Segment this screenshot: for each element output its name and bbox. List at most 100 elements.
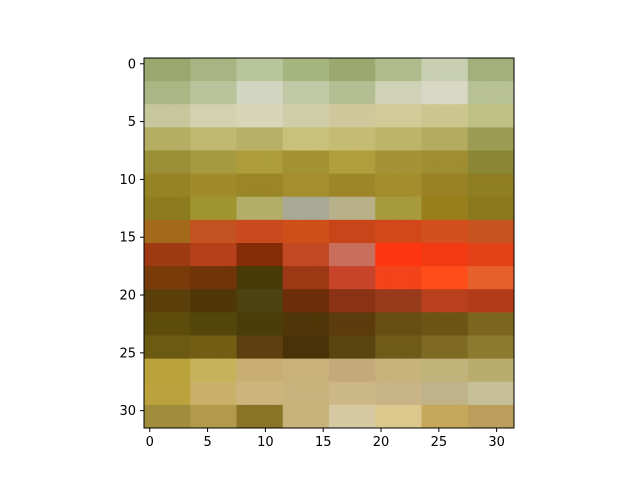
x-tick-label: 10 xyxy=(257,435,274,450)
heatmap-cell xyxy=(201,335,214,348)
heatmap-cell xyxy=(236,381,249,394)
heatmap-cell xyxy=(282,231,295,244)
heatmap-cell xyxy=(386,323,399,336)
heatmap-cell xyxy=(340,69,353,82)
heatmap-cell xyxy=(375,277,388,290)
heatmap-cell xyxy=(363,381,376,394)
heatmap-cell xyxy=(467,323,480,336)
heatmap-cell xyxy=(178,243,191,256)
heatmap-cell xyxy=(329,277,342,290)
heatmap-cell xyxy=(409,323,422,336)
heatmap-cell xyxy=(248,254,261,267)
heatmap-cell xyxy=(433,335,446,348)
heatmap-cell xyxy=(201,196,214,209)
heatmap-cell xyxy=(444,69,457,82)
heatmap-cell xyxy=(502,104,515,117)
heatmap-cell xyxy=(271,81,284,94)
heatmap-cell xyxy=(167,358,180,371)
heatmap-cell xyxy=(421,266,434,279)
heatmap-cell xyxy=(363,393,376,406)
heatmap-cell xyxy=(386,150,399,163)
heatmap-cell xyxy=(329,381,342,394)
heatmap-cell xyxy=(433,254,446,267)
heatmap-cell xyxy=(317,312,330,325)
heatmap-cell xyxy=(155,231,168,244)
heatmap-cell xyxy=(190,335,203,348)
heatmap-cell xyxy=(444,300,457,313)
heatmap-cell xyxy=(502,92,515,105)
heatmap-cell xyxy=(224,92,237,105)
heatmap-cell xyxy=(386,81,399,94)
heatmap-cell xyxy=(363,312,376,325)
heatmap-cell xyxy=(456,231,469,244)
heatmap-cell xyxy=(433,219,446,232)
heatmap-cell xyxy=(178,173,191,186)
heatmap-cell xyxy=(352,173,365,186)
heatmap-cell xyxy=(178,358,191,371)
heatmap-cell xyxy=(502,312,515,325)
heatmap-cell xyxy=(386,243,399,256)
y-tick-label: 30 xyxy=(119,404,136,419)
heatmap-cell xyxy=(490,381,503,394)
y-tick-label: 25 xyxy=(119,346,136,361)
heatmap-cell xyxy=(467,300,480,313)
heatmap-cell xyxy=(305,104,318,117)
heatmap-cell xyxy=(155,127,168,140)
heatmap-cell xyxy=(155,185,168,198)
heatmap-cell xyxy=(294,370,307,383)
heatmap-cell xyxy=(294,219,307,232)
heatmap-cell xyxy=(190,173,203,186)
heatmap-cell xyxy=(190,127,203,140)
heatmap-cell xyxy=(363,115,376,128)
heatmap-cell xyxy=(490,231,503,244)
heatmap-cell xyxy=(363,162,376,175)
heatmap-cell xyxy=(271,277,284,290)
heatmap-cell xyxy=(305,300,318,313)
heatmap-cell xyxy=(467,115,480,128)
heatmap-cell xyxy=(294,185,307,198)
heatmap-cell xyxy=(259,323,272,336)
heatmap-cell xyxy=(248,300,261,313)
heatmap-cell xyxy=(398,58,411,71)
heatmap-cell xyxy=(259,416,272,429)
heatmap-cell xyxy=(144,150,157,163)
heatmap-cell xyxy=(294,81,307,94)
heatmap-cell xyxy=(409,58,422,71)
heatmap-cell xyxy=(201,115,214,128)
heatmap-cell xyxy=(317,196,330,209)
heatmap-cell xyxy=(409,219,422,232)
heatmap-cell xyxy=(282,254,295,267)
heatmap-cell xyxy=(329,358,342,371)
heatmap-cell xyxy=(155,243,168,256)
heatmap-cell xyxy=(294,162,307,175)
heatmap-cell xyxy=(213,404,226,417)
heatmap-cell xyxy=(317,358,330,371)
heatmap-cell xyxy=(224,289,237,302)
heatmap-cell xyxy=(456,196,469,209)
heatmap-cell xyxy=(201,92,214,105)
heatmap-cell xyxy=(352,196,365,209)
heatmap-cell xyxy=(329,115,342,128)
heatmap-cell xyxy=(398,231,411,244)
heatmap-cell xyxy=(479,358,492,371)
heatmap-cell xyxy=(167,277,180,290)
heatmap-cell xyxy=(190,370,203,383)
heatmap-cell xyxy=(282,416,295,429)
heatmap-cell xyxy=(144,300,157,313)
x-axis-ticks: 0 5 10 15 20 25 30 xyxy=(146,428,505,450)
heatmap-cell xyxy=(213,300,226,313)
heatmap-cell xyxy=(352,335,365,348)
heatmap-cell xyxy=(144,266,157,279)
heatmap-cell xyxy=(271,266,284,279)
heatmap-cell xyxy=(340,115,353,128)
heatmap-cell xyxy=(398,219,411,232)
heatmap-cell xyxy=(294,277,307,290)
heatmap-cell xyxy=(213,266,226,279)
heatmap-cell xyxy=(201,277,214,290)
heatmap-cell xyxy=(467,69,480,82)
heatmap-cell xyxy=(294,254,307,267)
heatmap-cell xyxy=(456,92,469,105)
heatmap-cell xyxy=(236,300,249,313)
heatmap-cell xyxy=(467,231,480,244)
heatmap-cell xyxy=(144,358,157,371)
